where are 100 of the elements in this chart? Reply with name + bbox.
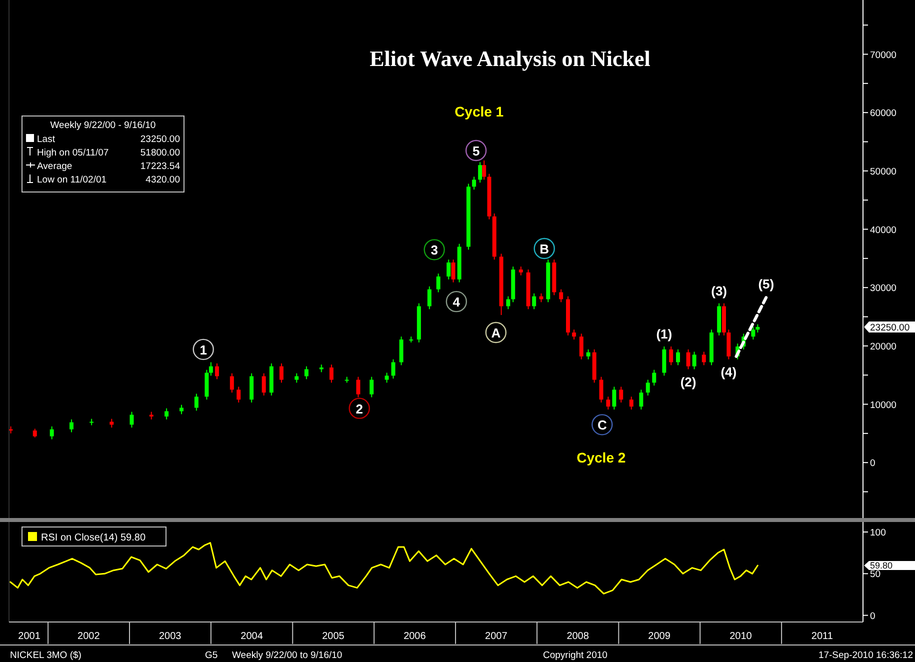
candlestick: [669, 346, 674, 366]
candlestick: [646, 379, 650, 396]
annotation: B: [540, 242, 550, 256]
candlestick: [639, 389, 644, 410]
candlestick: [370, 376, 374, 398]
text: NICKEL 3MO ($): [10, 650, 82, 661]
line-series: [10, 542, 758, 594]
x-tick-label: 2009: [648, 631, 671, 642]
legend-label: RSI on Close(14) 59.80: [41, 532, 146, 544]
candlestick: [599, 376, 604, 403]
candlestick: [532, 292, 536, 310]
text: 17-Sep-2010 16:36:12: [818, 650, 913, 661]
annotation: High on 05/11/07: [37, 148, 109, 158]
candlestick: [446, 259, 451, 280]
annotation: Cycle 1: [454, 103, 504, 120]
y-tick-label: 10000: [870, 400, 896, 411]
annotation: 17223.54: [140, 161, 180, 172]
annotation: C: [597, 418, 608, 433]
candlestick: [204, 369, 209, 400]
y-tick-label: 50: [870, 569, 881, 580]
candlestick: [329, 364, 334, 384]
x-tick-label: 2008: [566, 631, 590, 642]
candlestick: [164, 408, 169, 420]
x-tick-label: 2005: [322, 631, 345, 642]
x-tick-label: 2007: [485, 631, 508, 642]
x-tick-label: 2002: [78, 631, 100, 642]
candlestick: [559, 288, 564, 303]
candlestick: [427, 286, 432, 310]
candlestick: [726, 329, 731, 360]
annotation: 2: [356, 401, 363, 416]
candlestick: [179, 404, 184, 415]
annotation: 4: [452, 294, 461, 310]
candlestick: [692, 351, 696, 370]
text: 59.80: [870, 560, 893, 571]
candlestick: [662, 346, 666, 376]
candlestick: [230, 372, 234, 394]
annotation: (3): [711, 283, 728, 298]
candlestick: [194, 393, 198, 412]
candlestick: [579, 333, 584, 360]
candlestick: [391, 358, 396, 380]
annotation: 51800.00: [140, 148, 180, 158]
candlestick: [702, 351, 706, 366]
candlestick: [214, 362, 219, 380]
candlestick: [451, 259, 456, 283]
annotation: 5: [472, 144, 480, 158]
text: Eliot Wave Analysis on Nickel: [370, 46, 650, 71]
annotation: 23250.00: [140, 134, 180, 145]
candlestick: [356, 376, 360, 398]
candlestick: [69, 418, 74, 433]
candlestick: [478, 162, 482, 184]
candlestick: [619, 386, 624, 403]
candlestick: [652, 369, 656, 386]
y-tick-label: 20000: [870, 341, 896, 352]
annotation: (2): [680, 374, 696, 390]
text: Weekly 9/22/00 to 9/16/10: [232, 650, 342, 661]
x-tick-label: 2006: [404, 631, 426, 642]
candlestick: [294, 372, 299, 384]
text: 23250.00: [870, 322, 910, 334]
candlestick: [586, 348, 590, 360]
candlestick: [262, 372, 266, 396]
candlestick: [506, 296, 510, 310]
annotation: (5): [758, 276, 774, 292]
x-tick-label: 2003: [158, 631, 182, 642]
y-tick-label: 0: [870, 458, 876, 470]
annotation: A: [491, 326, 502, 340]
annotation: Low on 11/02/01: [37, 174, 107, 186]
annotation: (1): [656, 326, 672, 342]
y-tick-label: 0: [870, 610, 876, 622]
text: G5: [205, 650, 218, 661]
candlestick: [676, 348, 680, 366]
candlestick: [208, 362, 213, 376]
annotation: Weekly 9/22/00 - 9/16/10: [50, 120, 156, 131]
candlestick: [686, 348, 690, 370]
y-tick-label: 50000: [870, 166, 896, 178]
x-tick-label: 2004: [240, 631, 264, 642]
candlestick: [472, 176, 476, 190]
annotation: 4320.00: [146, 174, 180, 186]
candlestick: [399, 336, 404, 366]
x-tick-label: 2011: [811, 631, 834, 642]
candlestick: [436, 273, 440, 293]
candlestick: [279, 362, 284, 384]
y-tick-label: 30000: [870, 283, 896, 294]
candlestick: [482, 160, 486, 180]
annotation: 3: [430, 242, 438, 258]
annotation: Average: [37, 161, 72, 172]
annotation: Cycle 2: [576, 450, 626, 466]
candlestick: [130, 411, 134, 428]
candlestick: [304, 366, 308, 380]
x-tick-label: 2001: [18, 631, 41, 642]
candlestick: [250, 372, 254, 403]
x-tick-label: 2010: [730, 631, 752, 642]
candlestick: [50, 426, 54, 440]
candlestick: [606, 396, 610, 410]
y-tick-label: 100: [870, 528, 886, 538]
candlestick: [629, 396, 634, 410]
annotation: Last: [37, 134, 56, 145]
candlestick: [572, 329, 576, 340]
annotation: 1: [200, 342, 207, 358]
candlestick: [384, 372, 389, 384]
text: Copyright 2010: [543, 650, 608, 661]
